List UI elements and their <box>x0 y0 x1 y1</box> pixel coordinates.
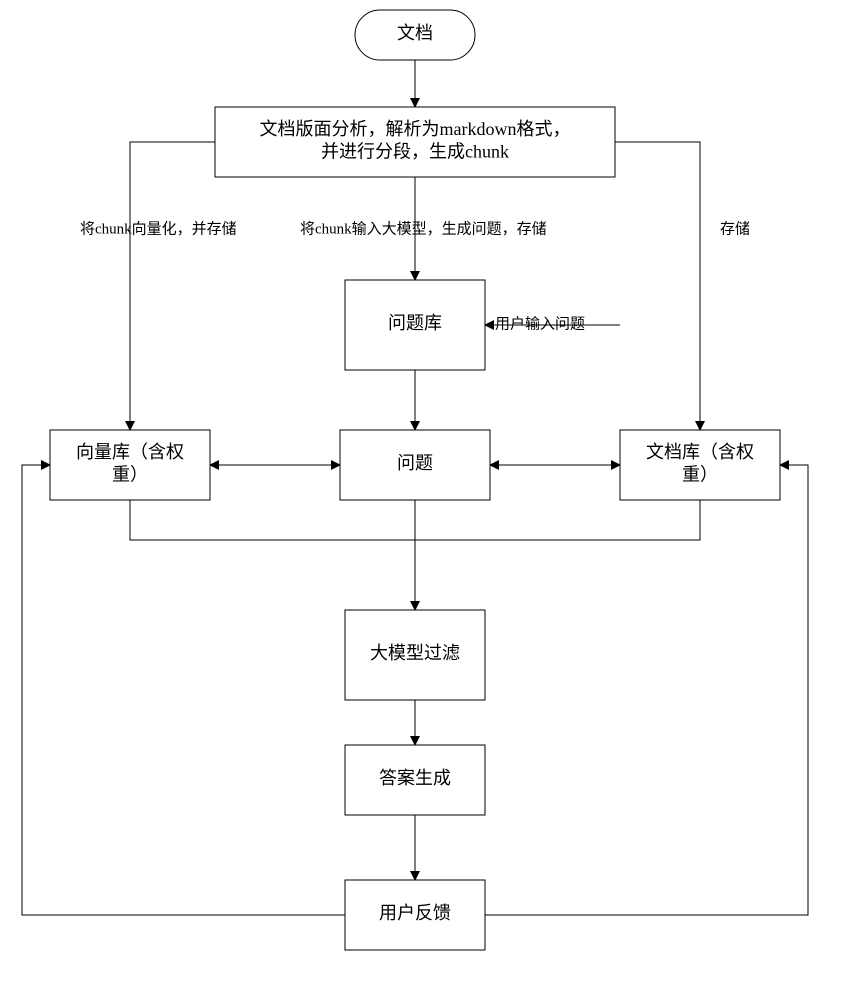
node-doc: 文档 <box>355 10 475 60</box>
edge-label: 将chunk向量化，并存储 <box>80 220 237 237</box>
edge-label: 将chunk输入大模型，生成问题，存储 <box>300 220 547 237</box>
edge <box>615 142 700 430</box>
node-label: 大模型过滤 <box>370 643 460 663</box>
node-vecdb: 向量库（含权重） <box>50 430 210 500</box>
flowchart-diagram: 将chunk向量化，并存储 将chunk输入大模型，生成问题，存储 存储用户输入问题… <box>0 0 841 1000</box>
edge <box>22 465 345 915</box>
node-label: 重） <box>112 464 148 484</box>
node-question: 问题 <box>340 430 490 500</box>
node-filter: 大模型过滤 <box>345 610 485 700</box>
node-label: 用户反馈 <box>379 903 451 923</box>
node-label: 文档库（含权 <box>646 442 754 462</box>
node-label: 文档 <box>397 23 433 43</box>
nodes-group: 文档文档版面分析，解析为markdown格式，并进行分段，生成chunk 问题库向… <box>50 10 780 950</box>
edge <box>415 500 700 540</box>
node-answer: 答案生成 <box>345 745 485 815</box>
node-label: 重） <box>682 464 718 484</box>
edge <box>130 500 415 540</box>
edge-label: 存储 <box>720 220 750 237</box>
edge <box>130 142 215 430</box>
node-label: 文档版面分析，解析为markdown格式， <box>260 119 571 139</box>
edge-label: 用户输入问题 <box>495 315 585 332</box>
node-label: 答案生成 <box>379 768 451 788</box>
node-qbank: 问题库 <box>345 280 485 370</box>
node-label: 向量库（含权 <box>76 442 184 462</box>
node-parse: 文档版面分析，解析为markdown格式，并进行分段，生成chunk <box>215 107 615 177</box>
node-label: 问题库 <box>388 313 442 333</box>
node-feedback: 用户反馈 <box>345 880 485 950</box>
node-label: 并进行分段，生成chunk <box>321 141 509 161</box>
node-label: 问题 <box>397 453 433 473</box>
edge <box>485 465 808 915</box>
node-docdb: 文档库（含权重） <box>620 430 780 500</box>
